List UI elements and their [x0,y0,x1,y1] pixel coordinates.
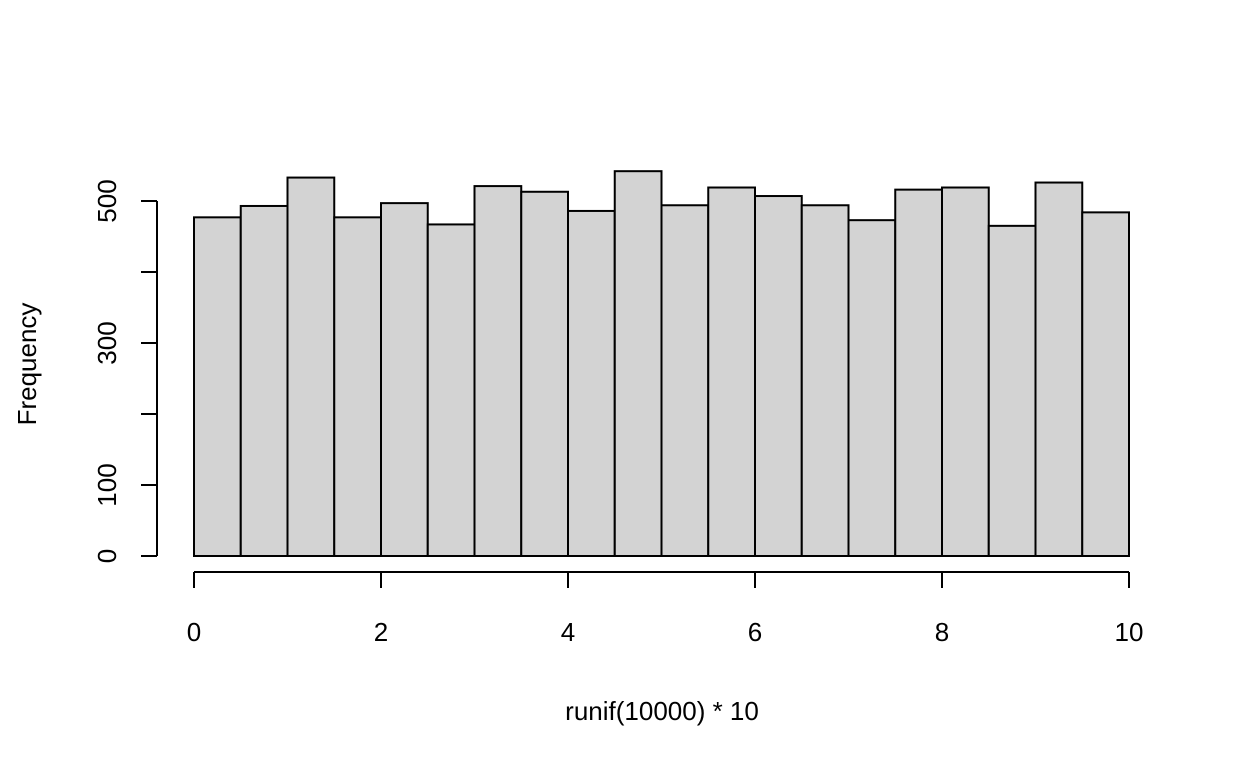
histogram-bar [286,176,336,557]
y-axis: 0 100 300 500 [92,179,158,563]
histogram-bar [1081,211,1130,558]
x-axis-ticks: 0 2 4 6 8 10 [187,572,1144,647]
histogram-bar [613,170,663,557]
histogram-bar [987,224,1037,557]
y-tick-label: 300 [92,321,122,364]
histogram-bar [1034,181,1084,557]
histogram-bar [567,209,616,557]
histogram-bar [380,202,429,557]
histogram-bar [520,190,569,558]
x-tick-label: 10 [1115,617,1144,647]
y-tick-label: 100 [92,463,122,506]
histogram-bars [193,170,1130,558]
x-tick-label: 8 [935,617,949,647]
histogram-bar [239,204,289,557]
histogram-bar [660,204,710,557]
x-axis: 0 2 4 6 8 10 [187,571,1144,647]
histogram-bar [941,186,990,557]
y-axis-title: Frequency [12,303,42,426]
x-tick-label: 2 [374,617,388,647]
histogram-bar [473,185,523,557]
histogram-bar [800,204,850,557]
x-tick-label: 0 [187,617,201,647]
histogram-bar [333,216,382,558]
histogram-bar [847,219,897,557]
histogram-bar [426,223,476,557]
x-tick-label: 4 [561,617,575,647]
histogram-bar [707,186,756,557]
x-axis-title: runif(10000) * 10 [565,696,759,726]
y-axis-ticks: 0 100 300 500 [92,179,157,563]
histogram-bar [894,188,943,557]
y-tick-label: 500 [92,179,122,222]
x-tick-label: 6 [748,617,762,647]
histogram-bar [193,216,242,558]
histogram-bar [754,195,803,557]
y-tick-label: 0 [92,549,122,563]
